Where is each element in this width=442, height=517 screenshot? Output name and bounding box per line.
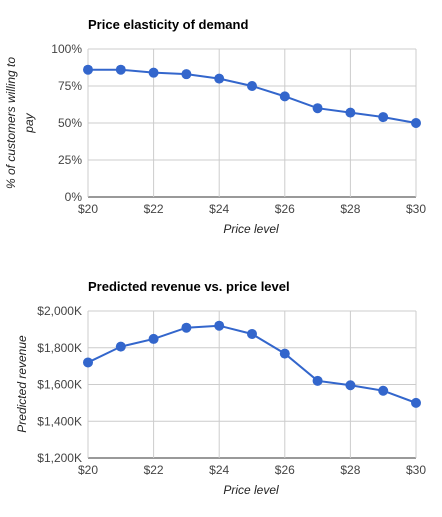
y-tick-label: $2,000K bbox=[37, 304, 82, 318]
x-tick-label: $22 bbox=[144, 463, 164, 477]
price-elasticity-chart: Price elasticity of demand 0% 25% 50% 75% 10… bbox=[4, 17, 426, 236]
data-point[interactable] bbox=[279, 348, 290, 359]
y-tick-label: $1,600K bbox=[37, 378, 82, 392]
data-point[interactable] bbox=[312, 103, 323, 114]
data-point[interactable] bbox=[312, 375, 323, 386]
x-tick-label: $20 bbox=[78, 463, 98, 477]
data-point[interactable] bbox=[345, 380, 356, 391]
predicted-revenue-chart: Predicted revenue vs. price level $1,200… bbox=[15, 279, 426, 497]
x-axis-label: Price level bbox=[223, 483, 279, 497]
data-point[interactable] bbox=[214, 320, 225, 331]
x-tick-label: $26 bbox=[275, 202, 295, 216]
data-point[interactable] bbox=[279, 91, 290, 102]
x-tick-label: $24 bbox=[209, 463, 229, 477]
data-point[interactable] bbox=[115, 341, 126, 352]
y-tick-label: $1,800K bbox=[37, 341, 82, 355]
data-point[interactable] bbox=[148, 333, 159, 344]
y-tick-label: $1,400K bbox=[37, 414, 82, 428]
y-axis-label: % of customers willing to pay bbox=[4, 57, 36, 189]
data-point[interactable] bbox=[411, 397, 421, 408]
x-tick-label: $26 bbox=[275, 463, 295, 477]
x-tick-label: $20 bbox=[78, 202, 98, 216]
data-point[interactable] bbox=[247, 328, 257, 339]
data-point[interactable] bbox=[83, 64, 93, 75]
data-point[interactable] bbox=[83, 357, 93, 368]
data-point[interactable] bbox=[247, 81, 257, 91]
y-tick-label: 100% bbox=[51, 42, 82, 56]
y-tick-label: 75% bbox=[58, 79, 82, 93]
x-tick-label: $30 bbox=[406, 202, 426, 216]
data-point[interactable] bbox=[378, 385, 389, 396]
y-tick-label: $1,200K bbox=[37, 451, 82, 465]
data-point[interactable] bbox=[411, 118, 421, 128]
series-line bbox=[88, 68, 417, 124]
data-point[interactable] bbox=[345, 107, 356, 118]
x-tick-label: $24 bbox=[209, 202, 229, 216]
chart-title: Price elasticity of demand bbox=[88, 17, 248, 32]
chart-title: Predicted revenue vs. price level bbox=[88, 279, 290, 294]
y-axis-label: Predicted revenue bbox=[15, 335, 29, 433]
data-point[interactable] bbox=[181, 69, 192, 80]
x-tick-label: $28 bbox=[340, 463, 360, 477]
x-tick-label: $22 bbox=[144, 202, 164, 216]
data-point[interactable] bbox=[148, 67, 159, 78]
x-axis-label: Price level bbox=[223, 222, 279, 236]
y-tick-label: 50% bbox=[58, 116, 82, 130]
data-point[interactable] bbox=[181, 322, 192, 333]
data-point[interactable] bbox=[214, 73, 225, 84]
x-tick-label: $28 bbox=[340, 202, 360, 216]
data-point[interactable] bbox=[115, 64, 126, 75]
y-tick-label: 0% bbox=[65, 190, 83, 204]
data-point[interactable] bbox=[378, 112, 389, 123]
x-tick-label: $30 bbox=[406, 463, 426, 477]
y-tick-label: 25% bbox=[58, 153, 82, 167]
